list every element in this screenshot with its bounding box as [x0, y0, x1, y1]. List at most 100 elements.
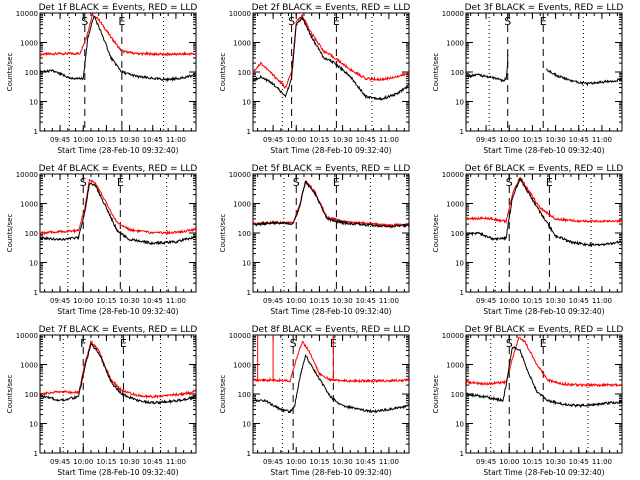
x-tick-label: 10:45 [143, 297, 163, 305]
x-tick-label: 09:45 [50, 458, 70, 466]
panel-8: Det 8f BLACK = Events, RED = LLD Counts/s… [219, 325, 410, 477]
marker-label: S [504, 15, 511, 28]
y-tick-label: 100 [451, 69, 464, 77]
y-tick-label: 10000 [229, 332, 251, 340]
events-series-line [253, 353, 409, 414]
y-axis-label: Counts/sec [432, 53, 440, 92]
lld-series-line [40, 339, 196, 400]
series-group [466, 336, 622, 409]
x-tick-label: 10:00 [499, 458, 519, 466]
marker-label: S [288, 15, 295, 28]
marker-label: E [120, 337, 127, 350]
x-tick-label: 10:00 [286, 458, 306, 466]
y-tick-label: 10000 [229, 10, 251, 18]
series-group [40, 178, 196, 246]
x-tick-label: 09:45 [476, 458, 496, 466]
y-tick-label: 10000 [16, 332, 38, 340]
x-axis-label: Start Time (28-Feb-10 09:32:40) [57, 468, 178, 477]
panel-title: Det 1f BLACK = Events, RED = LLD [39, 3, 198, 13]
series-group [253, 13, 409, 101]
y-tick-label: 10 [242, 421, 251, 429]
x-axis-label: Start Time (28-Feb-10 09:32:40) [270, 307, 391, 316]
x-tick-label: 10:30 [119, 136, 139, 144]
panel-title: Det 5f BLACK = Events, RED = LLD [252, 164, 411, 174]
x-tick-label: 10:30 [119, 458, 139, 466]
x-tick-label: 09:45 [50, 297, 70, 305]
y-tick-label: 1 [460, 289, 464, 297]
marker-label: E [333, 15, 340, 28]
x-tick-label: 10:30 [545, 458, 565, 466]
marker-label: S [506, 176, 513, 189]
lld-series-line [466, 336, 622, 388]
y-tick-label: 100 [25, 391, 38, 399]
x-axis-label: Start Time (28-Feb-10 09:32:40) [57, 146, 178, 155]
y-ticks [253, 12, 409, 132]
y-tick-label: 100 [451, 230, 464, 238]
y-ticks [40, 12, 196, 132]
y-tick-label: 1000 [446, 362, 464, 370]
x-tick-label: 11:00 [166, 458, 186, 466]
y-tick-label: 100 [451, 391, 464, 399]
y-tick-label: 10000 [442, 171, 464, 179]
marker-label: S [506, 337, 513, 350]
y-tick-label: 1 [460, 450, 464, 458]
panel-7: Det 7f BLACK = Events, RED = LLD Counts/s… [6, 325, 197, 477]
y-tick-label: 100 [25, 69, 38, 77]
y-tick-label: 100 [238, 69, 251, 77]
marker-label: S [80, 176, 87, 189]
events-series-line [253, 180, 409, 229]
series-group [40, 339, 196, 405]
x-tick-label: 10:15 [309, 458, 329, 466]
y-tick-label: 10 [242, 260, 251, 268]
events-series-line [40, 182, 196, 246]
x-tick-label: 11:00 [379, 136, 399, 144]
x-tick-label: 11:00 [592, 297, 612, 305]
marker-label: E [118, 15, 125, 28]
y-tick-label: 1000 [20, 201, 38, 209]
panel-title: Det 7f BLACK = Events, RED = LLD [39, 325, 198, 335]
y-axis-label: Counts/sec [432, 214, 440, 253]
plot-frame [252, 334, 410, 454]
panel-1: Det 1f BLACK = Events, RED = LLD Counts/s… [6, 3, 197, 155]
panel-title: Det 6f BLACK = Events, RED = LLD [465, 164, 624, 174]
marker-label: S [293, 176, 300, 189]
x-axis-label: Start Time (28-Feb-10 09:32:40) [57, 307, 178, 316]
panel-5: Det 5f BLACK = Events, RED = LLD Counts/s… [219, 164, 410, 316]
y-tick-label: 1 [247, 450, 251, 458]
plot-frame [39, 12, 197, 132]
x-tick-label: 10:00 [73, 136, 93, 144]
marker-label: E [117, 176, 124, 189]
panel-3: Det 3f BLACK = Events, RED = LLD Counts/s… [432, 3, 623, 155]
marker-label: S [290, 337, 297, 350]
x-tick-label: 10:45 [356, 458, 376, 466]
events-series-line [466, 346, 622, 409]
x-tick-label: 10:45 [569, 458, 589, 466]
x-tick-label: 09:45 [263, 297, 283, 305]
panel-title: Det 8f BLACK = Events, RED = LLD [252, 325, 411, 335]
x-tick-label: 10:30 [119, 297, 139, 305]
x-axis-label: Start Time (28-Feb-10 09:32:40) [483, 307, 604, 316]
x-tick-label: 09:45 [263, 458, 283, 466]
events-series-line [466, 176, 622, 248]
events-series-line [253, 16, 409, 101]
y-axis-label: Counts/sec [219, 375, 227, 414]
y-tick-label: 1000 [233, 201, 251, 209]
y-axis-label: Counts/sec [219, 214, 227, 253]
events-series-line [40, 342, 196, 405]
x-tick-label: 10:00 [499, 297, 519, 305]
x-tick-label: 10:15 [522, 458, 542, 466]
x-axis-label: Start Time (28-Feb-10 09:32:40) [483, 146, 604, 155]
x-tick-label: 10:30 [545, 136, 565, 144]
y-tick-label: 100 [238, 391, 251, 399]
x-tick-label: 10:15 [96, 136, 116, 144]
plot-frame [252, 173, 410, 293]
lld-series-line [40, 178, 196, 236]
x-tick-label: 10:15 [309, 136, 329, 144]
y-ticks [253, 334, 409, 454]
x-tick-label: 09:45 [476, 136, 496, 144]
y-tick-label: 1000 [446, 201, 464, 209]
events-series-line [545, 68, 622, 87]
y-ticks [466, 173, 622, 293]
x-tick-label: 11:00 [379, 458, 399, 466]
